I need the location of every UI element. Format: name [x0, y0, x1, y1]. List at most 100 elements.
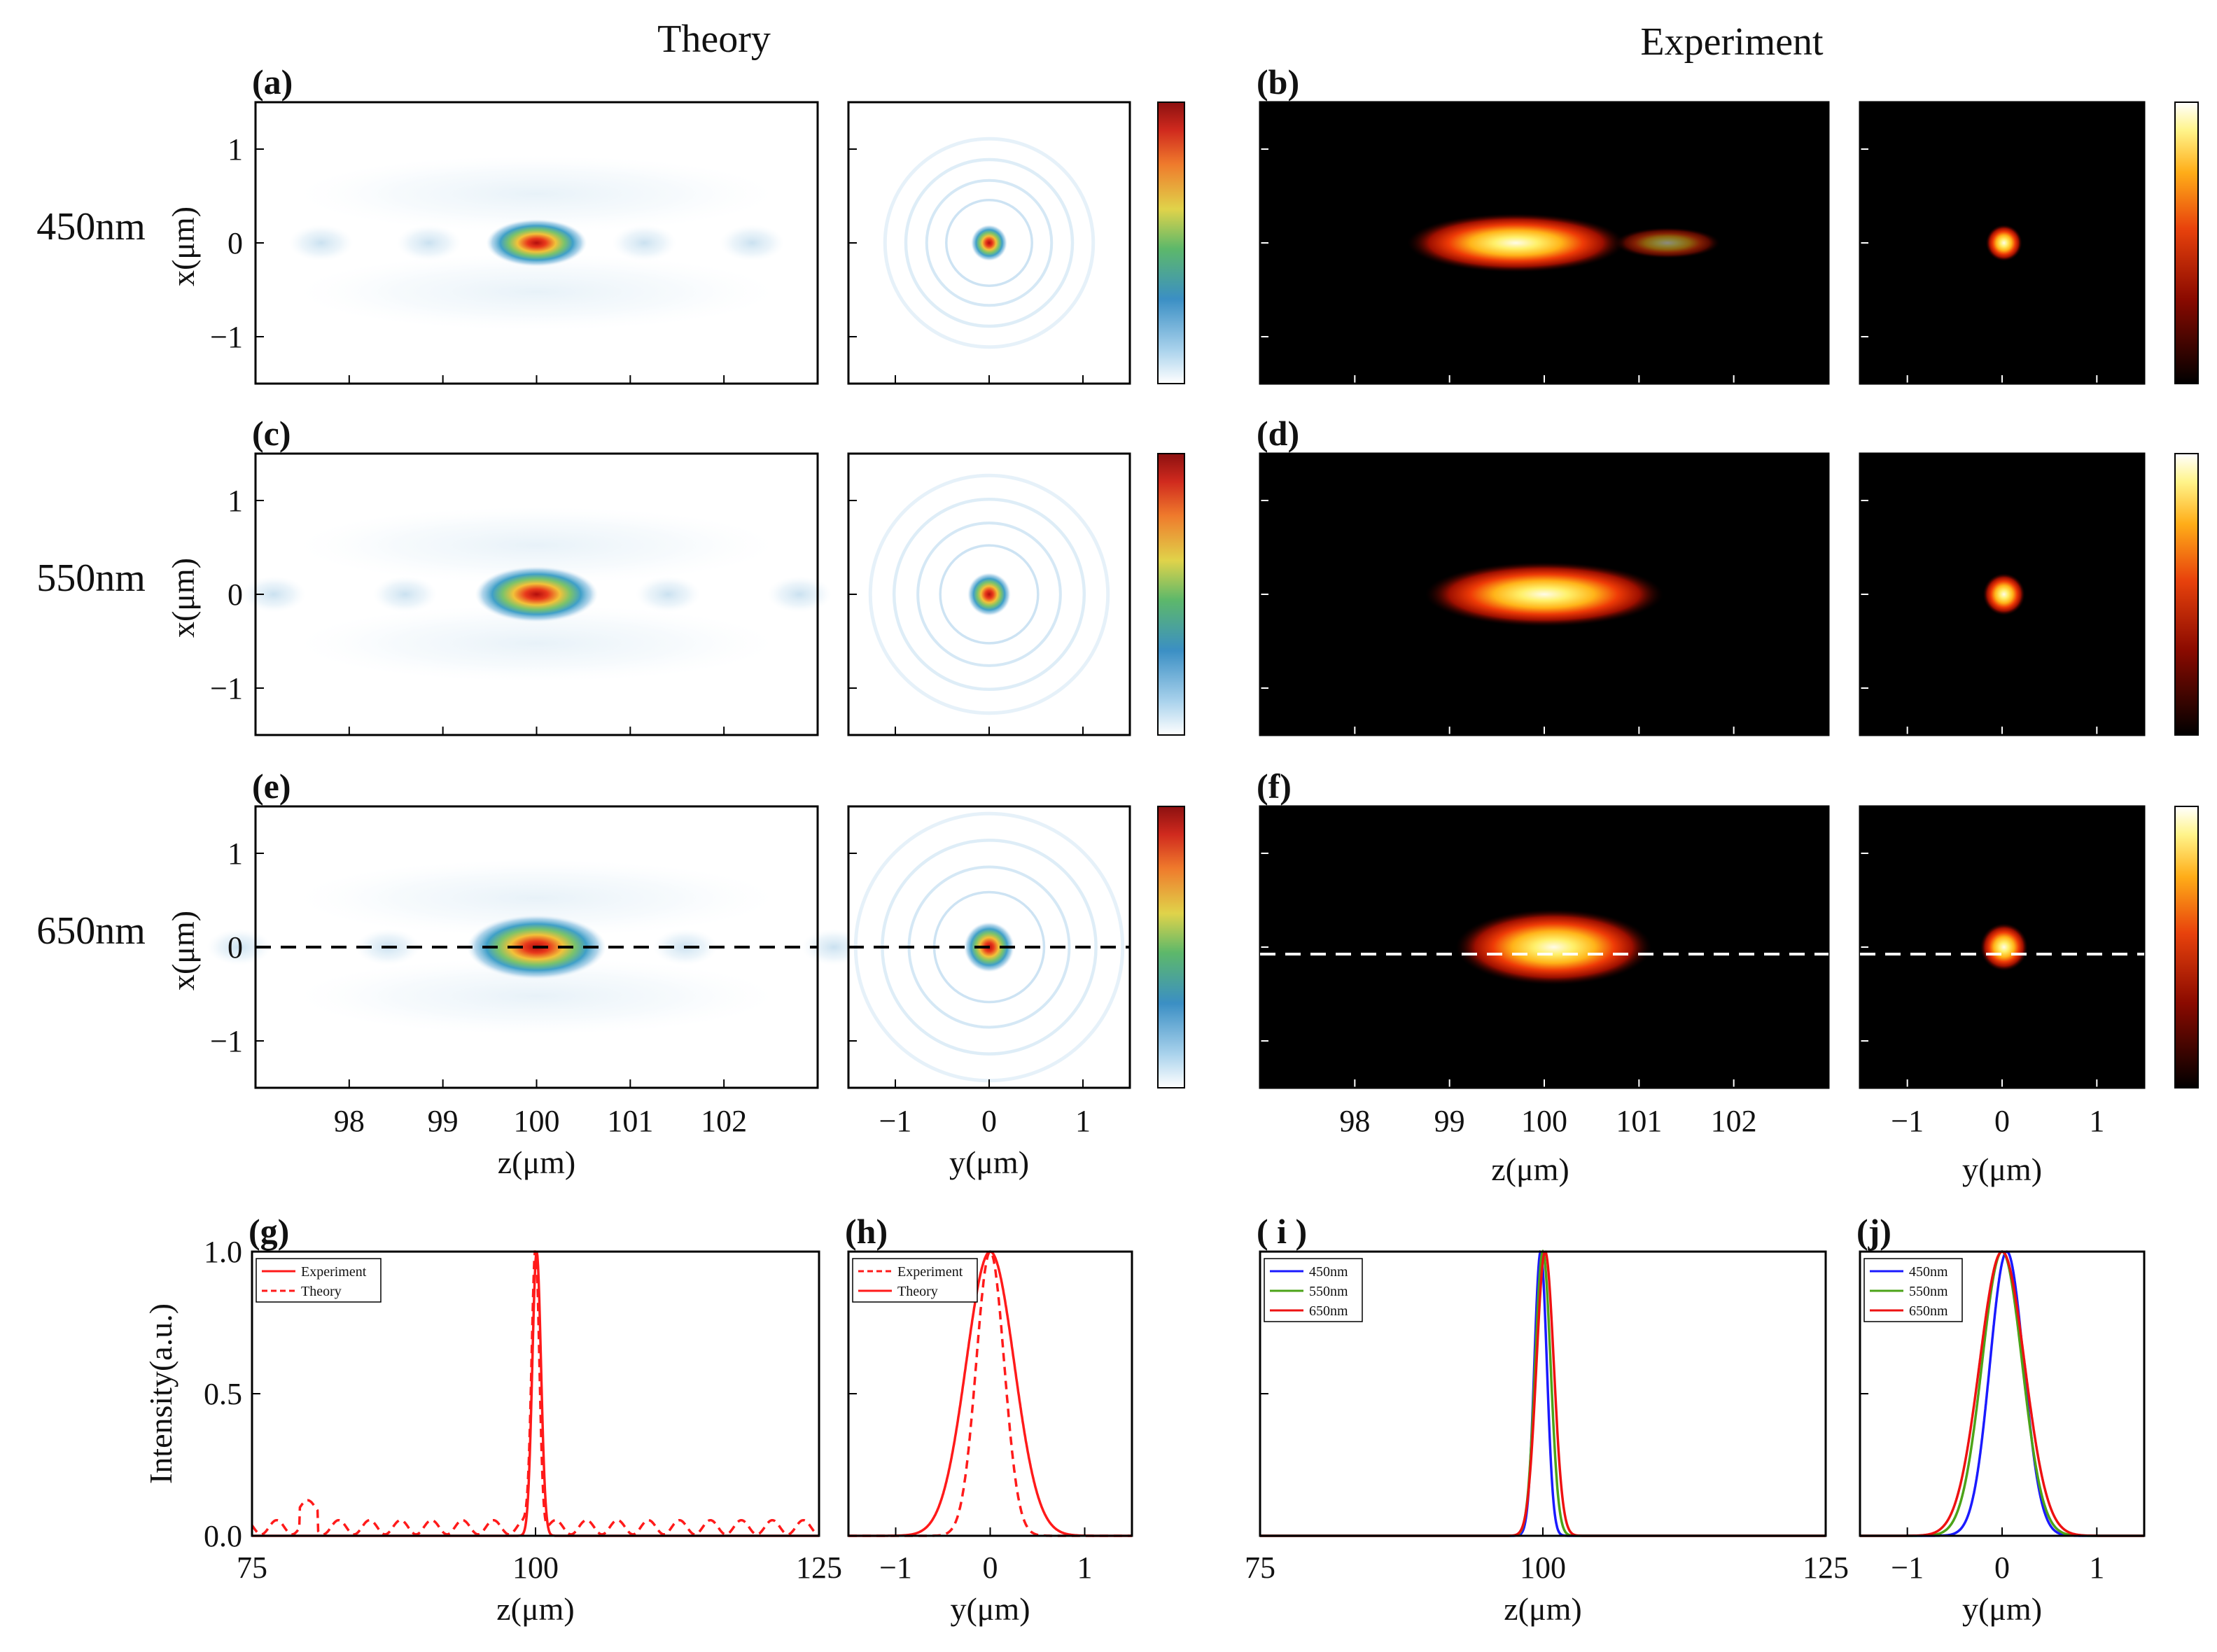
legend-entry-label: 450nm [1909, 1264, 1948, 1280]
row-wavelength-label: 650nm [36, 909, 146, 953]
theory-xz-xtick-label: 99 [428, 1104, 459, 1138]
theory-xz-xtick-label: 102 [701, 1104, 747, 1138]
theory-xy-airy-ring [904, 158, 1075, 328]
experiment-xz-focal-spot [1407, 214, 1625, 272]
theory-xz-ytick-label: −1 [210, 320, 243, 354]
panel-label: (j) [1856, 1212, 1891, 1251]
experiment-xz-xtick-label: 99 [1434, 1104, 1465, 1138]
theory-xz-focal-spot [475, 566, 599, 622]
theory-xz-axial-lobe [612, 225, 677, 261]
theory-xz-side-lobe [298, 958, 775, 1035]
theory-xy-xtick-label: 1 [1075, 1104, 1091, 1138]
theory-xy-frame [847, 101, 1131, 385]
legend-box [852, 1258, 978, 1303]
profile-h-xtick-label: −1 [879, 1550, 912, 1585]
legend-entry-label: Theory [897, 1284, 938, 1299]
theory-colorbar [1157, 102, 1185, 384]
theory-xz-axial-lobe [720, 225, 785, 261]
theory-xy-xtick-label: −1 [879, 1104, 912, 1138]
experiment-xy-xtick-label: −1 [1891, 1104, 1924, 1138]
profile-i-xtick-label: 75 [1245, 1550, 1275, 1585]
profile-h-xlabel: y(μm) [950, 1591, 1030, 1627]
profile-g-xtick-label: 125 [796, 1550, 842, 1585]
theory-xz-xtick-label: 101 [607, 1104, 653, 1138]
column-title-theory: Theory [657, 18, 771, 61]
profile-i-xlabel: z(μm) [1504, 1591, 1582, 1627]
legend-entry-label: 650nm [1309, 1303, 1348, 1319]
theory-xz-axial-lobe [636, 576, 701, 612]
profile-g-ytick-label: 0.0 [204, 1519, 242, 1553]
theory-xy-airy-ring [916, 522, 1062, 667]
profile-h-legend: Experiment Theory [852, 1258, 978, 1303]
profile-j-xtick-label: 0 [1994, 1550, 2010, 1585]
panel-label: (a) [252, 62, 293, 102]
legend-entry-label: 450nm [1309, 1264, 1348, 1280]
theory-xy-xtick-label: 0 [981, 1104, 997, 1138]
theory-xz-frame [254, 452, 819, 736]
theory-xy-airy-ring [883, 136, 1096, 349]
theory-xz-side-lobe [298, 507, 775, 584]
theory-xy-focal-spot [967, 573, 1011, 616]
profile-j-xtick-label: 1 [2089, 1550, 2104, 1585]
profile-g-ytick-label: 0.5 [204, 1377, 242, 1411]
theory-xz-ytick-label: 1 [228, 484, 243, 518]
row-wavelength-label: 450nm [36, 205, 146, 248]
theory-xz-ytick-label: 0 [228, 578, 243, 612]
experiment-xz-xlabel: z(μm) [1491, 1152, 1569, 1187]
experiment-xz-frame [1259, 452, 1830, 736]
experiment-xy-xtick-label: 0 [1994, 1104, 2010, 1138]
theory-xy-airy-ring [892, 497, 1086, 692]
legend-entry-label: 550nm [1309, 1284, 1348, 1299]
theory-xy-airy-ring [945, 199, 1033, 287]
profile-i-xtick-label: 100 [1520, 1550, 1566, 1585]
panel-label: (b) [1257, 62, 1299, 102]
theory-xz-focal-spot [486, 219, 587, 267]
experiment-xz-frame [1259, 101, 1830, 385]
profile-j-xtick-label: −1 [1891, 1550, 1924, 1585]
theory-xz-ytick-label: 0 [228, 930, 243, 965]
profile-h-xtick-label: 1 [1077, 1550, 1093, 1585]
theory-xy-frame [847, 452, 1131, 736]
panel-label: (e) [252, 766, 291, 806]
experiment-xz-xtick-label: 100 [1521, 1104, 1567, 1138]
theory-xz-ytick-label: 0 [228, 226, 243, 260]
legend-entry-label: 650nm [1909, 1303, 1948, 1319]
theory-xz-side-lobe [298, 605, 775, 682]
profile-g-xlabel: z(μm) [496, 1591, 575, 1627]
experiment-colorbar [2174, 806, 2199, 1088]
experiment-xy-xlabel: y(μm) [1962, 1152, 2042, 1187]
experiment-xz-xtick-label: 98 [1339, 1104, 1370, 1138]
theory-xz-ytick-label: −1 [210, 1024, 243, 1058]
panel-label: (f) [1257, 766, 1292, 806]
theory-xy-xlabel: y(μm) [949, 1144, 1029, 1180]
theory-xz-ylabel: x(μm) [165, 206, 201, 286]
legend-entry-label: Theory [301, 1284, 342, 1299]
theory-xz-xtick-label: 98 [334, 1104, 365, 1138]
profile-g-legend: Experiment Theory [256, 1258, 382, 1303]
experiment-xz-focal-spot [1425, 562, 1663, 626]
theory-xz-side-lobe [298, 253, 775, 330]
profile-i-xtick-label: 125 [1803, 1550, 1849, 1585]
theory-xz-ylabel: x(μm) [165, 911, 201, 990]
theory-xz-xtick-label: 100 [514, 1104, 560, 1138]
panel-label: ( i ) [1257, 1212, 1307, 1251]
experiment-xy-focal-spot [1982, 573, 2025, 615]
theory-xz-xlabel: z(μm) [498, 1144, 576, 1180]
experiment-xz-xtick-label: 101 [1616, 1104, 1662, 1138]
theory-xz-ylabel: x(μm) [165, 558, 201, 638]
experiment-xy-focal-spot [1985, 225, 2022, 261]
legend-entry-label: Experiment [301, 1264, 367, 1280]
row-wavelength-label: 550nm [36, 556, 146, 600]
experiment-xy-frame [1859, 805, 2146, 1089]
experiment-xy-focal-spot [1980, 923, 2028, 971]
experiment-xy-xtick-label: 1 [2089, 1104, 2104, 1138]
experiment-xz-tail [1614, 227, 1720, 258]
profile-i-legend: 450nm 550nm 650nm [1264, 1258, 1363, 1322]
experiment-xy-frame [1859, 452, 2146, 736]
theory-xz-axial-lobe [288, 225, 354, 261]
panel-label: (g) [249, 1212, 289, 1251]
theory-xy-focal-spot [971, 225, 1007, 261]
profile-g-xtick-label: 100 [512, 1550, 559, 1585]
profile-g-xtick-label: 75 [237, 1550, 267, 1585]
